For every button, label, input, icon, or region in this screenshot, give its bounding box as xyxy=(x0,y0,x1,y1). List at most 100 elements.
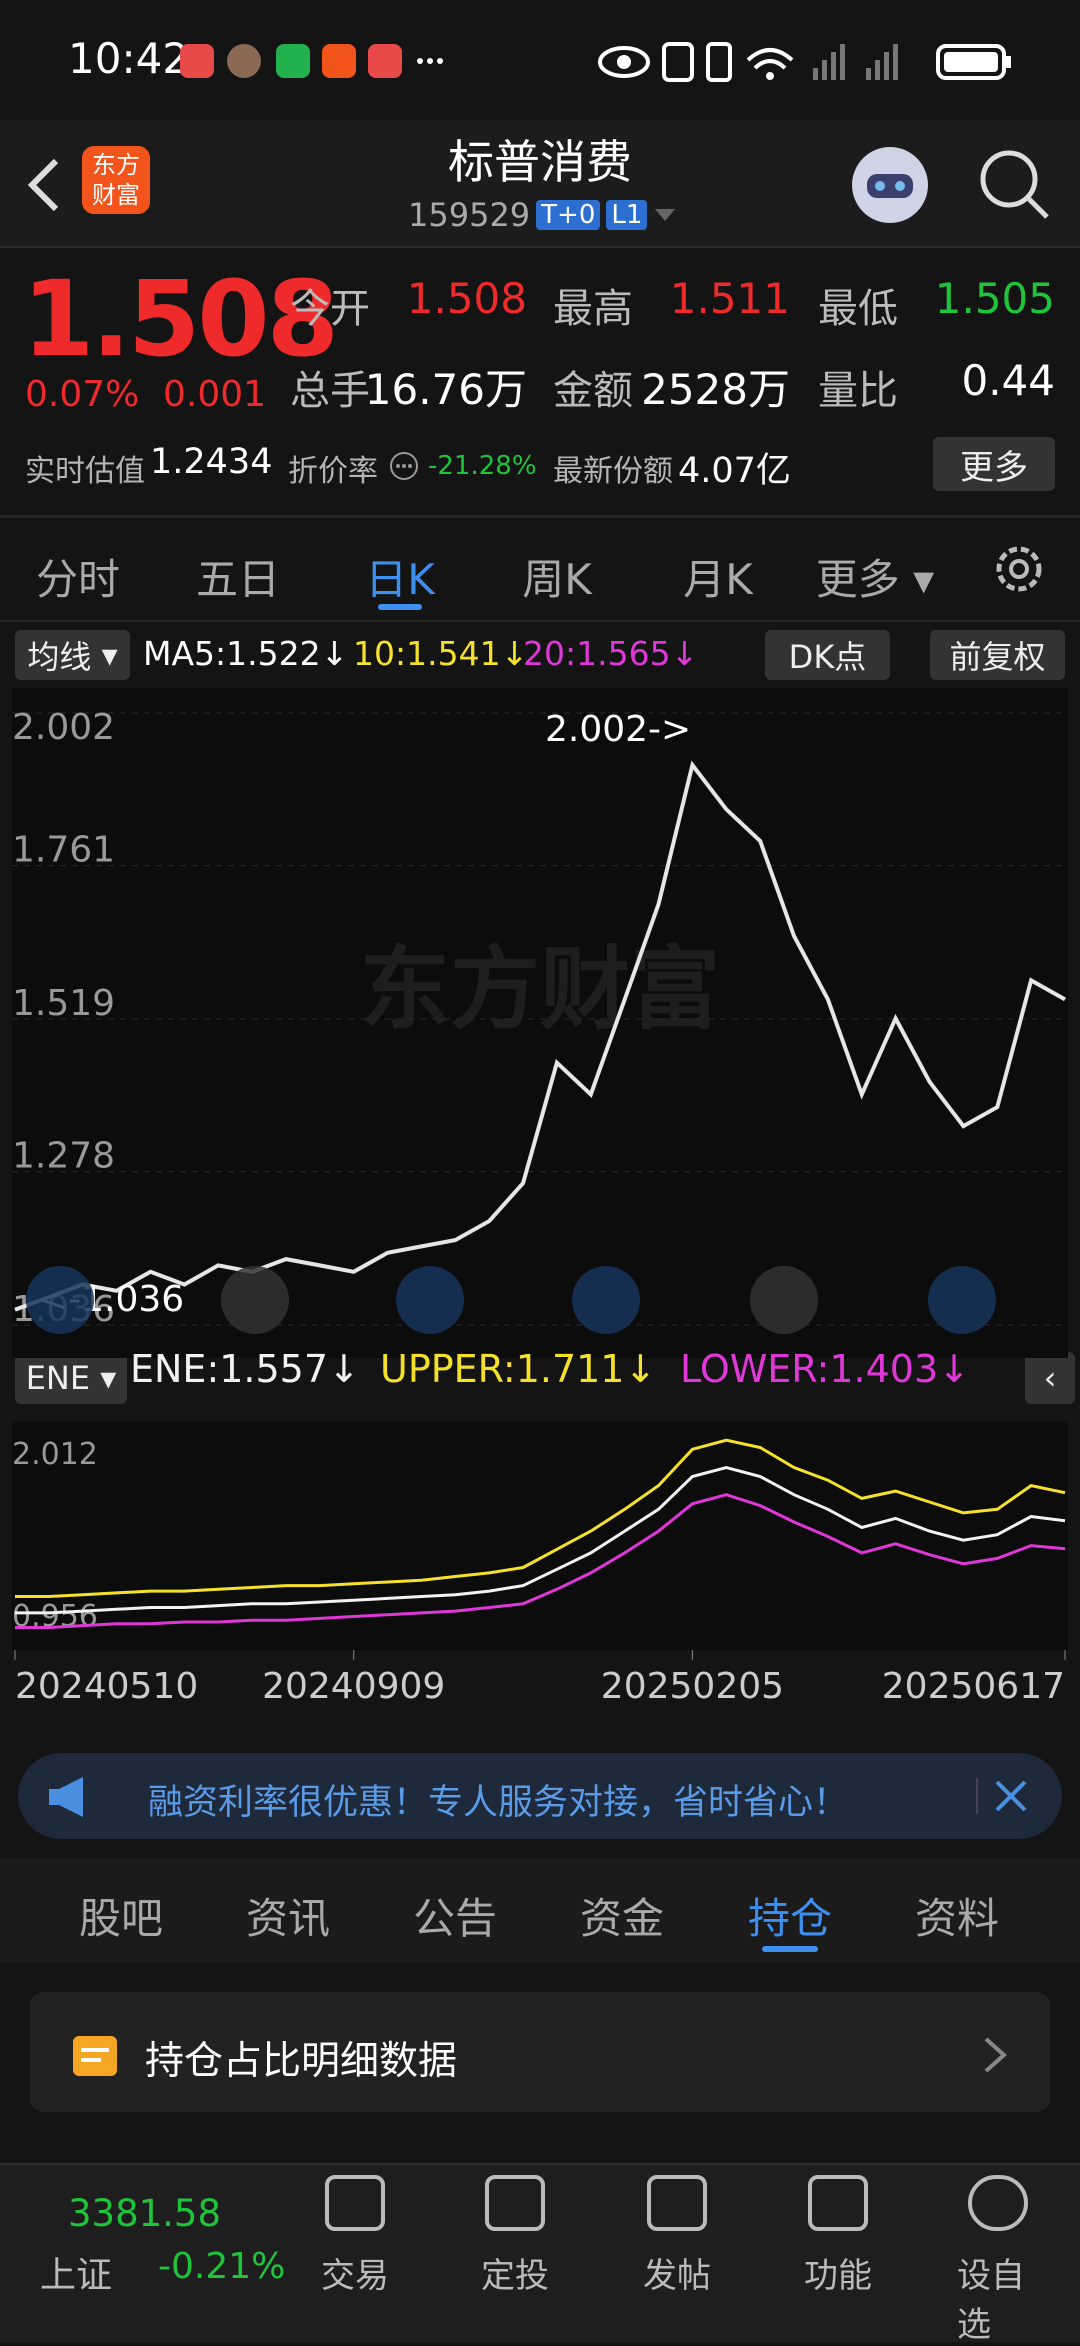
content-tab[interactable]: 公告 xyxy=(412,1894,498,1943)
ad-close[interactable] xyxy=(975,1776,1045,1816)
nav-icon[interactable] xyxy=(325,2175,385,2231)
collapse-button[interactable]: ‹ xyxy=(1025,1352,1075,1404)
index-value[interactable]: 3381.58 xyxy=(68,2192,222,2235)
ma-legend: MA5:1.522↓ xyxy=(143,634,349,673)
stat-value: 1.508 xyxy=(406,274,527,323)
nav-icon[interactable] xyxy=(647,2175,707,2231)
period-tab[interactable]: 更多 ▾ xyxy=(815,555,935,604)
x-tick-label: 20250205 xyxy=(601,1666,784,1707)
logo-text: 财富 xyxy=(92,181,140,209)
y-tick-label: 1.519 xyxy=(12,983,115,1024)
badge: T+0 xyxy=(536,200,601,230)
watermark: 东方财富 xyxy=(360,937,720,1042)
ma-legend: 20:1.565↓ xyxy=(523,634,699,673)
stat-value: -21.28% xyxy=(428,451,537,481)
ma-button-label: 均线 xyxy=(27,638,92,676)
content-tab[interactable]: 资金 xyxy=(579,1894,665,1943)
period-tab[interactable]: 分时 xyxy=(35,555,121,604)
adjust-button[interactable]: 前复权 xyxy=(930,630,1065,680)
last-price: 1.508 xyxy=(22,258,339,380)
y-tick-label: 1.761 xyxy=(12,830,115,871)
search-button[interactable] xyxy=(975,145,1055,225)
settings-button[interactable] xyxy=(990,540,1048,598)
ma-legend: 10:1.541↓ xyxy=(353,634,529,673)
stat-value: 1.511 xyxy=(669,274,790,323)
logo-text: 东方 xyxy=(92,151,140,179)
nav-label[interactable]: 设自选 xyxy=(957,2256,1025,2345)
content-tab[interactable]: 股吧 xyxy=(78,1894,164,1943)
stat-label: 最低 xyxy=(818,286,898,332)
stock-code-row: 159529 T+0 L1 xyxy=(408,196,677,234)
chart-nav-button[interactable] xyxy=(928,1266,996,1334)
chart-nav-button[interactable] xyxy=(221,1266,289,1334)
chart-nav-button[interactable] xyxy=(26,1266,94,1334)
legend-entry: LOWER:1.403↓ xyxy=(680,1347,970,1391)
assistant-avatar[interactable] xyxy=(845,140,935,230)
stat-label: 量比 xyxy=(818,368,898,414)
x-tick-label: 20240909 xyxy=(262,1666,445,1707)
ad-banner[interactable] xyxy=(18,1753,1062,1839)
badge: L1 xyxy=(606,200,648,230)
price-line xyxy=(15,1465,1066,1615)
stat-label: 金额 xyxy=(553,368,633,414)
stock-title: 标普消费 xyxy=(448,135,632,189)
content-tab[interactable]: 资料 xyxy=(914,1894,1000,1943)
back-button[interactable] xyxy=(20,155,70,215)
stat-label: 折价率 xyxy=(288,454,378,489)
content-tab[interactable]: 资讯 xyxy=(245,1894,331,1943)
y-tick-label: 2.012 xyxy=(12,1437,98,1472)
x-tick-label: 20240510 xyxy=(15,1666,198,1707)
kline-chart: 东方财富2.0021.7611.5191.2781.0362.002-><-1.… xyxy=(12,688,1068,1707)
stat-value: 4.07亿 xyxy=(678,451,791,491)
stat-value: 0.44 xyxy=(961,356,1055,405)
ad-text[interactable]: 融资利率很优惠！专人服务对接，省时省心！ xyxy=(148,1783,849,1823)
period-tab[interactable]: 月K xyxy=(683,555,753,604)
holding-card[interactable] xyxy=(30,1992,1050,2112)
stat-value: 1.505 xyxy=(934,274,1055,323)
chart-nav-button[interactable] xyxy=(750,1266,818,1334)
nav-icon[interactable] xyxy=(968,2175,1028,2231)
nav-label[interactable]: 功能 xyxy=(804,2256,872,2296)
ene-button-label: ENE xyxy=(25,1359,91,1397)
dropdown[interactable] xyxy=(653,205,677,225)
info-icon[interactable] xyxy=(388,450,420,482)
status-icons xyxy=(180,44,443,78)
stat-label: 总手 xyxy=(290,368,370,414)
ma-button[interactable]: 均线 ▾ xyxy=(15,630,130,680)
content-tab[interactable]: 持仓 xyxy=(747,1894,833,1943)
ene-button[interactable]: ENE ▾ xyxy=(15,1352,127,1404)
card-icon xyxy=(73,2036,117,2076)
nav-icon[interactable] xyxy=(808,2175,868,2231)
index-change[interactable]: -0.21% xyxy=(158,2246,286,2287)
nav-icon[interactable] xyxy=(485,2175,545,2231)
more-button[interactable]: 更多 xyxy=(933,437,1055,491)
y-tick-label: 2.002 xyxy=(12,707,115,748)
period-tab[interactable]: 周K xyxy=(522,555,592,604)
megaphone-icon xyxy=(49,1777,83,1817)
period-tab[interactable]: 五日 xyxy=(195,555,281,604)
stock-code: 159529 xyxy=(408,196,531,234)
nav-label[interactable]: 定投 xyxy=(481,2256,549,2296)
chart-nav-button[interactable] xyxy=(396,1266,464,1334)
price-line xyxy=(15,1493,1066,1629)
x-tick-label: 20250617 xyxy=(882,1666,1065,1707)
nav-label[interactable]: 交易 xyxy=(321,2256,389,2296)
dk-button[interactable]: DK点 xyxy=(765,630,890,680)
stat-value: 16.76万 xyxy=(364,365,527,414)
change-amount: 0.001 xyxy=(163,374,267,415)
nav-label[interactable]: 发帖 xyxy=(643,2256,711,2296)
chart-nav-button[interactable] xyxy=(572,1266,640,1334)
active-underline xyxy=(378,604,422,610)
index-name[interactable]: 上证 xyxy=(40,2255,113,2296)
y-tick-label: 1.278 xyxy=(12,1136,115,1177)
divider xyxy=(0,620,1080,622)
stat-label: 最新份额 xyxy=(553,454,673,489)
period-tab[interactable]: 日K xyxy=(365,555,435,604)
max-annotation: 2.002-> xyxy=(545,709,691,750)
status-time: 10:42 xyxy=(68,34,190,83)
system-icons xyxy=(598,42,1011,82)
bottom-nav xyxy=(0,2163,1080,2342)
ene-panel xyxy=(12,1422,1068,1650)
card-title: 持仓占比明细数据 xyxy=(145,2039,458,2084)
